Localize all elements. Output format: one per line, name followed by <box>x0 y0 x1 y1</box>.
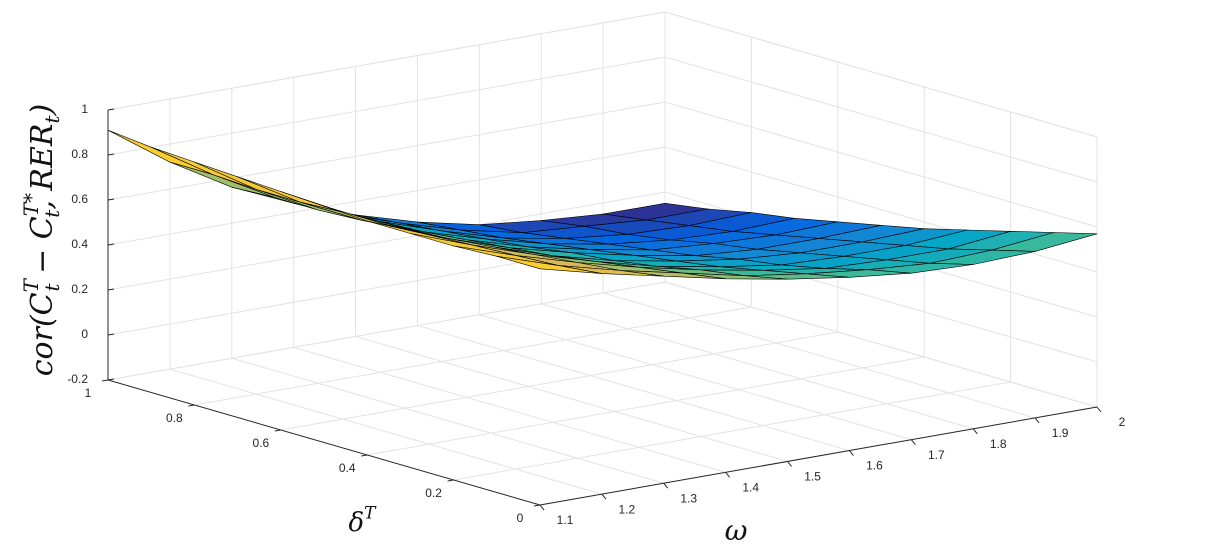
x-tick-label: 1.3 <box>680 491 697 505</box>
grid-line <box>664 281 1098 408</box>
x-tick-label: 1.5 <box>804 470 821 484</box>
grid-line <box>367 356 925 456</box>
grid-line <box>355 335 788 462</box>
tick-mark <box>1034 417 1040 424</box>
label-sub: t <box>40 209 64 218</box>
box-edge <box>107 11 1098 407</box>
tick-mark <box>972 428 978 435</box>
grid-line <box>107 101 1098 228</box>
tick-mark <box>601 493 607 500</box>
grid-line <box>602 292 1036 419</box>
ylabel: δT <box>349 503 378 538</box>
label-sub: t <box>40 114 64 123</box>
label-text: ) <box>25 104 60 117</box>
z-tick-label: 0.2 <box>71 282 88 296</box>
grid-line <box>293 346 726 473</box>
x-tick-label: 1.4 <box>742 481 759 495</box>
tick-mark <box>1096 406 1102 413</box>
tick-mark <box>107 108 115 111</box>
z-tick-label: 0.4 <box>71 237 88 251</box>
x-tick-label: 1.1 <box>557 513 574 527</box>
label-text: δ <box>349 508 365 538</box>
tick-mark <box>910 439 916 445</box>
grid-line <box>169 368 603 495</box>
grid-line <box>107 281 666 381</box>
y-tick-label: 0.2 <box>425 486 442 500</box>
tick-mark <box>663 482 669 489</box>
y-tick-label: 0.8 <box>166 411 183 425</box>
x-tick-label: 1.9 <box>1052 426 1069 440</box>
label-text: − C <box>25 216 60 283</box>
grid-line <box>107 56 1098 183</box>
x-tick-label: 1.6 <box>866 459 883 473</box>
grid-line <box>479 314 912 441</box>
z-tick-label: 1 <box>81 102 88 116</box>
label-sup: T <box>19 277 43 292</box>
label-sub: t <box>40 282 64 291</box>
tick-mark <box>107 153 115 156</box>
label-sup: T* <box>19 193 43 216</box>
z-tick-label: 0.8 <box>71 147 88 161</box>
tick-mark <box>101 379 109 382</box>
tick-mark <box>787 461 792 467</box>
tick-mark <box>107 243 115 246</box>
y-tick-label: 0.4 <box>339 461 356 475</box>
label-text: , RER <box>25 123 60 209</box>
x-tick-label: 1.7 <box>928 448 945 462</box>
label-text: cor(C <box>25 292 60 376</box>
label-text: ω <box>725 514 748 545</box>
z-tick-label: 0 <box>81 327 88 341</box>
z-tick-label: -0.2 <box>67 372 88 386</box>
x-tick-label: 1.2 <box>619 502 636 516</box>
axis-line <box>107 110 1098 506</box>
grid-line <box>417 325 850 452</box>
tick-mark <box>539 504 545 511</box>
surface-patch <box>496 255 603 274</box>
x-tick-label: 2 <box>1119 415 1126 429</box>
tick-mark <box>849 450 854 456</box>
x-tick-label: 1.8 <box>990 437 1007 451</box>
label-sup: T <box>364 503 377 523</box>
grid-line <box>280 331 838 431</box>
grid-line <box>107 281 1098 408</box>
axes-layer: -0.2 0 0.2 0.4 0.6 0.8 1 1.1 1.2 1.3 1.4 1.5 1.6 1.7 1… <box>19 102 1126 545</box>
tick-mark <box>107 333 115 336</box>
surface-patch <box>169 161 276 198</box>
grid-line <box>194 306 752 406</box>
grid-line <box>107 11 1098 138</box>
xlabel: ω <box>725 514 748 545</box>
tick-mark <box>107 198 115 201</box>
grid-line <box>453 381 1011 481</box>
surface <box>107 129 1098 280</box>
grid-line <box>541 303 974 430</box>
tick-mark <box>107 288 115 291</box>
tick-mark <box>725 472 731 478</box>
grid-line <box>231 357 664 484</box>
z-tick-label: 0.6 <box>71 192 88 206</box>
zlabel: cor(CTt − CT*t, RERt) <box>19 104 64 377</box>
y-tick-label: 0.6 <box>252 436 269 450</box>
y-tick-label: 1 <box>85 386 92 400</box>
y-tick-label: 0 <box>517 511 524 525</box>
